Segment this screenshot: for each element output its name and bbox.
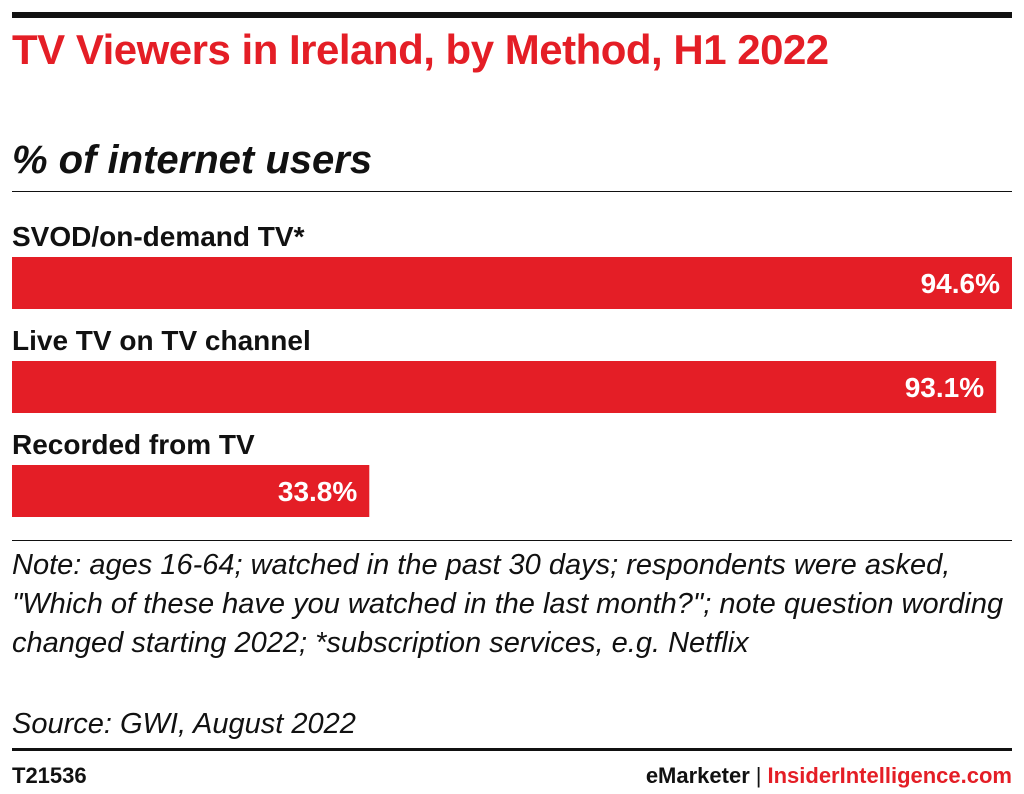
chart-note: Note: ages 16-64; watched in the past 30… — [12, 546, 1012, 663]
value-label: 33.8% — [278, 476, 357, 507]
value-label: 93.1% — [905, 372, 984, 403]
bar-group: Live TV on TV channel 93.1% — [12, 325, 997, 413]
note-divider — [12, 540, 1012, 541]
note-text: ages 16-64; watched in the past 30 days;… — [12, 549, 1004, 659]
brand-line: eMarketer | InsiderIntelligence.com — [646, 762, 1012, 790]
bar — [12, 465, 370, 517]
bar-chart: SVOD/on-demand TV* 94.6% Live TV on TV cha… — [12, 221, 1012, 517]
top-rule — [12, 12, 1012, 18]
footer-divider — [12, 748, 1012, 751]
brand-separator: | — [755, 763, 762, 788]
bar-group: Recorded from TV 33.8% — [12, 429, 370, 517]
chart-source: Source: GWI, August 2022 — [12, 708, 356, 740]
chart-title: TV Viewers in Ireland, by Method, H1 202… — [12, 26, 829, 73]
brand-insider-intelligence: InsiderIntelligence.com — [767, 763, 1012, 788]
chart-id: T21536 — [12, 763, 87, 788]
value-label: 94.6% — [921, 268, 1000, 299]
category-label: Live TV on TV channel — [12, 325, 311, 356]
brand-emarketer: eMarketer — [645, 763, 750, 788]
bar — [12, 257, 1012, 309]
note-lead: Note: — [12, 549, 82, 581]
header-divider — [12, 191, 1012, 192]
bar — [12, 361, 997, 413]
bar-group: SVOD/on-demand TV* 94.6% — [12, 221, 1012, 309]
chart-subtitle: % of internet users — [12, 138, 373, 182]
category-label: Recorded from TV — [12, 429, 255, 460]
category-label: SVOD/on-demand TV* — [12, 221, 305, 252]
